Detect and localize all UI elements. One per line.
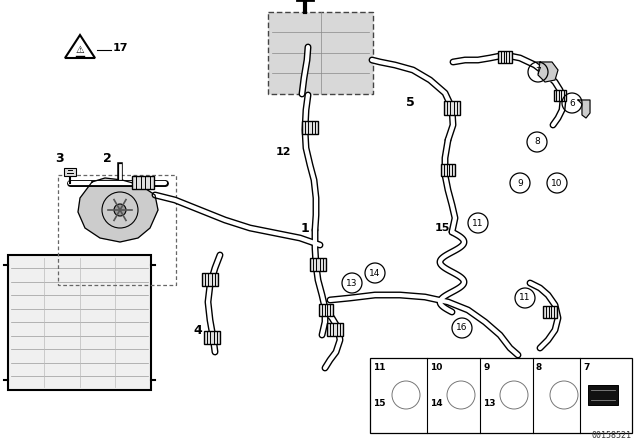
Polygon shape — [538, 62, 558, 82]
Text: 10: 10 — [551, 178, 563, 188]
Text: 16: 16 — [456, 323, 468, 332]
Polygon shape — [78, 178, 158, 242]
FancyBboxPatch shape — [444, 101, 460, 115]
Text: 12: 12 — [275, 147, 291, 157]
Text: 2: 2 — [102, 151, 111, 164]
Text: 8: 8 — [536, 363, 542, 372]
Text: 15: 15 — [373, 399, 385, 408]
FancyBboxPatch shape — [132, 177, 154, 190]
FancyBboxPatch shape — [588, 385, 618, 405]
FancyBboxPatch shape — [268, 12, 373, 94]
FancyBboxPatch shape — [310, 258, 326, 271]
Text: 14: 14 — [430, 399, 443, 408]
Text: 11: 11 — [472, 219, 484, 228]
FancyBboxPatch shape — [64, 168, 76, 176]
FancyBboxPatch shape — [498, 51, 512, 63]
FancyBboxPatch shape — [319, 304, 333, 316]
FancyBboxPatch shape — [202, 273, 218, 287]
Text: 9: 9 — [483, 363, 490, 372]
Circle shape — [114, 204, 126, 216]
Text: 10: 10 — [430, 363, 442, 372]
Text: 11: 11 — [373, 363, 385, 372]
FancyBboxPatch shape — [302, 121, 318, 134]
Text: 3: 3 — [56, 151, 64, 164]
FancyBboxPatch shape — [8, 255, 151, 390]
Text: 15: 15 — [435, 223, 450, 233]
FancyBboxPatch shape — [441, 164, 455, 176]
Text: ⚠: ⚠ — [76, 45, 84, 55]
Text: 7: 7 — [535, 68, 541, 77]
FancyBboxPatch shape — [204, 332, 220, 345]
Text: 4: 4 — [194, 323, 202, 336]
Text: 14: 14 — [369, 268, 381, 277]
Text: 1: 1 — [301, 221, 309, 234]
Text: 8: 8 — [534, 138, 540, 146]
FancyBboxPatch shape — [370, 358, 632, 433]
FancyBboxPatch shape — [327, 323, 343, 336]
Text: 7: 7 — [583, 363, 589, 372]
FancyBboxPatch shape — [554, 90, 566, 102]
Text: 9: 9 — [517, 178, 523, 188]
Text: 6: 6 — [569, 99, 575, 108]
Text: 17: 17 — [112, 43, 128, 53]
FancyBboxPatch shape — [543, 306, 557, 318]
Text: 11: 11 — [519, 293, 531, 302]
Polygon shape — [578, 100, 590, 118]
Text: 13: 13 — [483, 399, 495, 408]
Text: 13: 13 — [346, 279, 358, 288]
Text: 5: 5 — [406, 96, 414, 109]
Text: 00158521: 00158521 — [592, 431, 632, 440]
